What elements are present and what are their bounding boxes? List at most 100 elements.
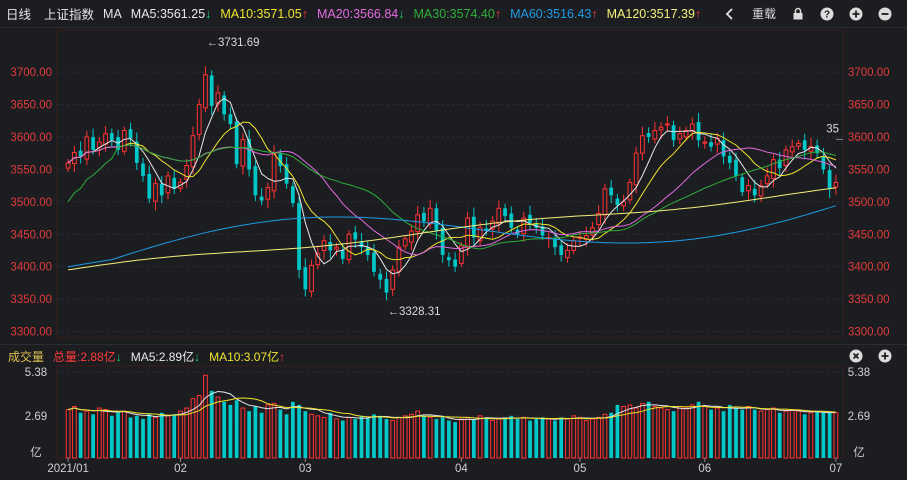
volume-bar [121,410,127,459]
candle-body [265,187,271,200]
candle-body [153,183,158,202]
candle-body [727,155,732,163]
candle-body [290,186,295,204]
ma60-line [68,205,837,268]
candle-body [253,166,258,196]
price-frame [56,29,844,339]
volume-bar [503,417,507,458]
reset-button[interactable]: 重载 [751,7,776,21]
price-tick-label-right: 3300.00 [848,327,890,339]
volume-bar [640,402,645,459]
volume-bar [709,409,713,458]
volume-bar [746,405,751,459]
volume-bar [196,395,202,459]
candle-body [521,217,527,235]
volume-bar [721,411,726,458]
x-tick-label: 03 [299,463,312,475]
vma10-value: 3.07亿 [243,349,280,364]
candle-body [84,136,90,160]
candle-body [434,208,439,231]
arrow-up-icon: ↑ [694,6,702,21]
candle-body [222,95,227,115]
candle-body [303,267,308,290]
volume-bar [783,410,789,459]
volume-bar [422,415,426,458]
candle-body [471,216,476,238]
close-icon[interactable] [849,349,863,363]
volume-bar [390,420,396,459]
candle-body [465,217,470,248]
candle-body [390,269,396,290]
volume-bar [796,410,801,459]
price-tick-label-right: 3600.00 [848,132,890,144]
volume-bar [484,417,489,458]
volume-bar [84,410,90,459]
volume-bar [471,418,476,458]
candle-body [758,185,764,197]
price-tick-label-left: 3700.00 [10,67,52,79]
price-tick-label-right: 3650.00 [848,100,890,112]
volume-bar [833,412,839,459]
chart-header: 日线 上证指数 MA MA5:3561.25↓ MA10:3571.05↑ MA20… [0,0,907,28]
chevron-left-icon[interactable] [723,7,737,21]
vma5-value: 2.89亿 [158,349,195,364]
volume-title[interactable]: 成交量 [8,349,45,364]
volume-bar [427,416,433,459]
volume-bar [627,404,633,459]
zoom-out-icon[interactable] [878,7,892,21]
volume-bar [553,420,557,458]
lock-icon[interactable] [791,7,805,21]
volume-bar [303,411,308,458]
candle-body [458,245,464,264]
volume-bar [321,416,327,459]
candle-body [165,175,171,194]
candle-body [190,135,196,168]
candle-body [602,188,608,216]
candle-body [141,163,145,176]
candle-body [422,212,426,222]
volume-bar [664,409,670,459]
candle-body [771,159,776,179]
ma10-line [67,121,837,261]
volume-bar [328,412,333,458]
volume-bar [534,418,539,458]
volume-bar [590,418,595,459]
candle-body [477,227,483,242]
volume-bar [453,422,457,458]
zoom-in-icon[interactable] [849,7,863,21]
volume-bar [677,405,683,459]
volume-bar [315,415,321,459]
volume-bar [689,404,695,459]
candle-body [196,104,202,135]
volume-bar [596,416,602,459]
price-tick-label-left: 3450.00 [10,229,52,241]
arrow-down-icon: ↓ [205,6,212,21]
volume-bar [565,418,570,459]
candle-body [646,133,651,137]
volume-bar [184,407,190,459]
volume-bar [621,405,627,459]
volume-bar [147,414,152,458]
volume-bar [740,409,745,458]
volume-bar [465,416,470,459]
candle-body [490,220,495,230]
candle-body [234,121,239,165]
index-name[interactable]: 上证指数 [44,8,95,22]
volume-bar [415,410,421,459]
volume-tick-label-right: 2.69 [848,411,870,423]
volume-bar [297,404,301,458]
candle-body [640,135,645,154]
volume-bar [116,412,120,458]
volume-tick-label-left: 2.69 [25,411,47,423]
candle-body [228,114,233,125]
volume-bar [172,414,177,458]
volume-tick-label-right: 亿 [853,446,865,459]
period-tab[interactable]: 日线 [6,8,32,22]
zoom-in-icon[interactable] [878,349,892,363]
candle-body [359,242,364,248]
help-icon[interactable]: ? [820,7,834,21]
indicator-name[interactable]: MA [103,6,122,21]
candle-body [528,214,532,223]
volume-bar [359,415,364,458]
